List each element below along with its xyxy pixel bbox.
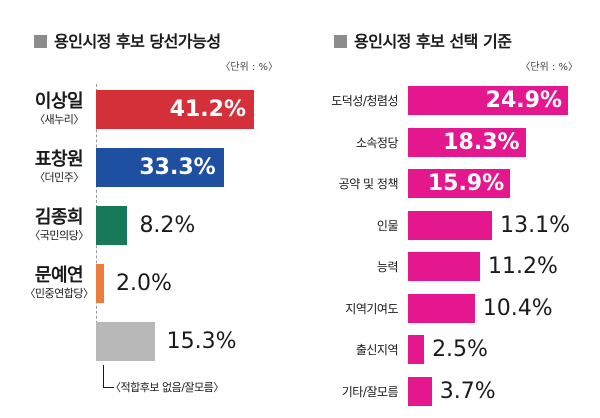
criterion-value-label: 13.1% <box>500 212 571 238</box>
win-chance-unit-label: 〈단위 : %〉 <box>220 62 278 73</box>
win-chance-value-label: 33.3% <box>139 155 216 180</box>
win-chance-value-label: 15.3% <box>166 329 237 354</box>
criterion-value-label: 24.9% <box>485 88 562 113</box>
criterion-label: 기타/잘모름 <box>341 384 399 399</box>
win-chance-bar <box>96 264 104 303</box>
win-chance-title: 용인시정 후보 당선가능성 <box>34 28 221 52</box>
criteria-title-text: 용인시정 후보 선택 기준 <box>354 32 512 51</box>
candidate-party: 〈새누리〉 <box>34 113 84 126</box>
criterion-label: 인물 <box>376 218 399 233</box>
criterion-bar <box>408 210 493 240</box>
criterion-bar <box>408 169 511 198</box>
win-chance-bar <box>96 148 224 187</box>
criterion-value-label: 11.2% <box>487 254 558 279</box>
win-chance-value-label: 2.0% <box>116 271 172 296</box>
criterion-value-label: 3.7% <box>439 378 496 404</box>
criterion-label: 도덕성/청렴성 <box>331 94 398 108</box>
criteria-title: 용인시정 후보 선택 기준 <box>334 28 512 52</box>
note-connector <box>103 365 114 388</box>
criterion-label: 출신지역 <box>355 343 399 357</box>
win-chance-bar <box>96 206 128 245</box>
criteria-unit-label: 〈단위 : %〉 <box>520 62 578 73</box>
win-chance-bar <box>96 322 155 361</box>
candidate-party: 〈민중연합당〉 <box>24 287 94 300</box>
criterion-value-label: 15.9% <box>427 171 505 196</box>
criterion-bar <box>408 127 526 157</box>
win-chance-value-label: 41.2% <box>169 97 246 122</box>
criterion-value-label: 18.3% <box>443 129 520 155</box>
criterion-bar <box>408 86 568 115</box>
criterion-value-label: 2.5% <box>432 337 488 362</box>
win-chance-value-label: 8.2% <box>139 213 196 238</box>
title-square-icon <box>34 35 47 48</box>
criterion-bar <box>408 252 480 281</box>
criterion-label: 능력 <box>376 260 399 274</box>
win-chance-panel: 용인시정 후보 당선가능성 〈단위 : %〉 41.2% 이상일 〈새누리〉 33.3… <box>24 28 278 394</box>
criterion-label: 지역기여도 <box>345 301 398 316</box>
title-square-icon <box>334 35 347 48</box>
win-chance-bar <box>96 90 254 129</box>
win-chance-title-text: 용인시정 후보 당선가능성 <box>54 32 221 51</box>
candidate-name: 표창원 <box>34 149 84 170</box>
no-candidate-note: 〈적합후보 없음/잘모름〉 <box>110 381 224 394</box>
candidate-name: 김종희 <box>34 207 84 228</box>
criterion-label: 소속정당 <box>355 135 399 150</box>
candidate-name: 이상일 <box>34 91 84 112</box>
criterion-label: 공약 및 정책 <box>338 177 399 191</box>
criterion-bar <box>408 335 425 364</box>
criterion-value-label: 10.4% <box>482 295 553 321</box>
criterion-bar <box>408 293 475 323</box>
criterion-bar <box>408 376 432 406</box>
candidate-name: 문예연 <box>34 265 84 286</box>
candidate-party: 〈국민의당〉 <box>29 229 89 242</box>
candidate-party: 〈더민주〉 <box>34 171 84 184</box>
criteria-panel: 용인시정 후보 선택 기준 〈단위 : %〉 도덕성/청렴성 24.9% 소속정당 1… <box>300 0 600 418</box>
